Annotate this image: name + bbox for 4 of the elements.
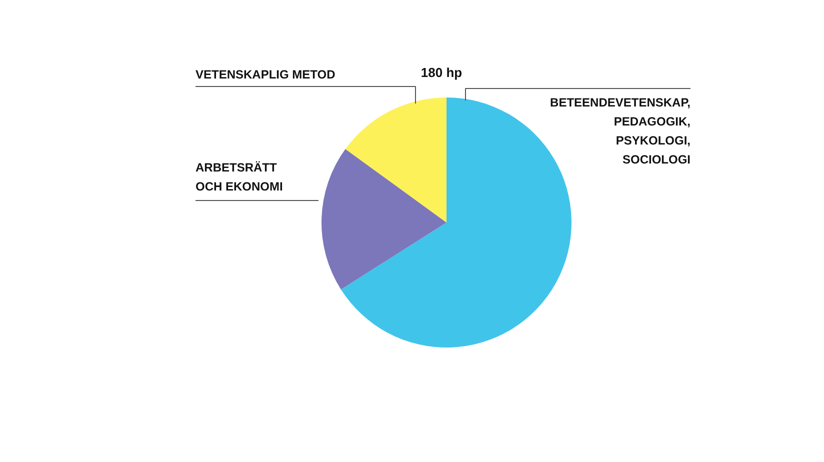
chart-title: 180 hp	[420, 65, 462, 80]
slice-label: ARBETSRÄTT OCH EKONOMI	[196, 160, 283, 194]
slice-label: BETEENDEVETENSKAP, PEDAGOGIK, PSYKOLOGI, SOCIOLOGI	[550, 96, 691, 166]
slice-label: VETENSKAPLIG METOD	[196, 68, 336, 82]
